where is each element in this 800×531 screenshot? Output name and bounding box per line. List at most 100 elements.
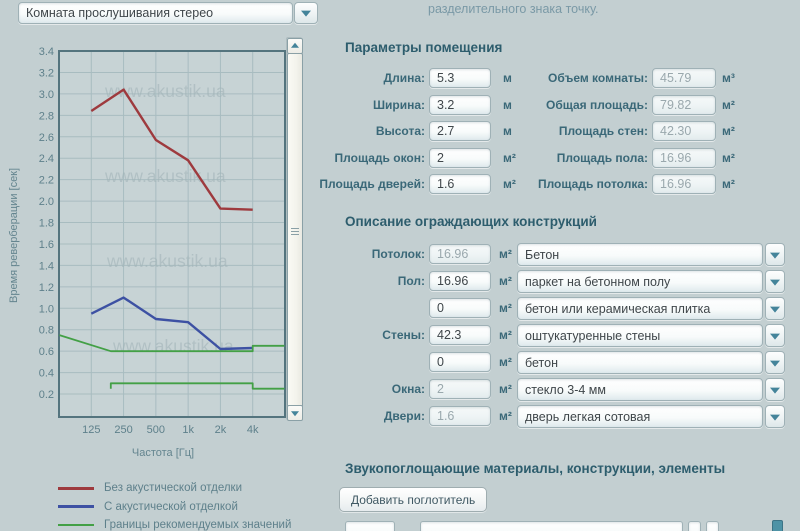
legend-label: Границы рекомендуемых значений	[104, 519, 292, 531]
legend-line-swatch	[58, 524, 94, 527]
chevron-down-icon	[770, 333, 780, 340]
room-preset-value: Комната прослушивания стерео	[26, 6, 214, 20]
floor-area-label: Пол:	[397, 274, 425, 288]
walls-material-arrow-button[interactable]	[765, 324, 785, 347]
floor-area-value: 16.96	[660, 151, 692, 165]
room-volume-input: 45.79	[652, 68, 716, 88]
room-volume-unit: м³	[722, 71, 735, 85]
walls-area-unit: м²	[499, 328, 512, 342]
windows-area-unit: м²	[499, 382, 512, 396]
walls-area-input[interactable]: 42.3	[429, 325, 491, 345]
svg-text:500: 500	[147, 424, 165, 436]
walls-extra-material-arrow-button[interactable]	[765, 351, 785, 374]
ceiling-area-unit: м²	[722, 177, 735, 191]
svg-text:1k: 1k	[182, 424, 194, 436]
svg-text:2.4: 2.4	[39, 153, 54, 165]
walls-material-select[interactable]: оштукатуренные стены	[517, 324, 763, 347]
chevron-down-icon	[770, 360, 780, 367]
ceiling-material-arrow-button[interactable]	[765, 243, 785, 266]
ceiling-area-label: Площадь потолка:	[537, 177, 648, 191]
doors-area-input: 1.6	[429, 406, 491, 426]
scroll-down-button[interactable]	[287, 405, 303, 421]
doors-material-value: дверь легкая сотовая	[525, 409, 651, 424]
svg-text:125: 125	[82, 424, 100, 436]
svg-text:0.6: 0.6	[39, 346, 54, 358]
windows-area-input[interactable]: 2	[429, 148, 491, 168]
walls-extra-material-select[interactable]: бетон	[517, 351, 763, 374]
ceiling-area-label: Потолок:	[371, 247, 425, 261]
walls-material-value: оштукатуренные стены	[525, 328, 661, 343]
windows-area-value: 2	[437, 151, 444, 165]
legend-line-swatch	[58, 505, 94, 509]
doors-area-value: 1.6	[437, 409, 455, 423]
room-preset-arrow-button[interactable]	[294, 2, 318, 24]
svg-text:1.6: 1.6	[39, 239, 54, 251]
length-unit: м	[503, 71, 512, 85]
doors-material-arrow-button[interactable]	[765, 405, 785, 428]
floor-extra-material-value: бетон или керамическая плитка	[525, 301, 711, 316]
height-input[interactable]: 2.7	[429, 121, 491, 141]
svg-text:2.2: 2.2	[39, 175, 54, 187]
chevron-down-icon	[770, 387, 780, 394]
scroll-up-button[interactable]	[287, 38, 303, 54]
walls-area-value: 42.30	[660, 124, 692, 138]
width-input[interactable]: 3.2	[429, 95, 491, 115]
chart-scrollbar[interactable]	[286, 37, 303, 421]
absorber-material-select[interactable]	[420, 521, 683, 531]
svg-text:0.8: 0.8	[39, 325, 54, 337]
walls-extra-area-unit: м²	[499, 355, 512, 369]
doors-material-select[interactable]: дверь легкая сотовая	[517, 405, 763, 428]
y-axis-title: Время реверберации [сек]	[8, 167, 20, 303]
floor-material-arrow-button[interactable]	[765, 270, 785, 293]
ceiling-area-value: 16.96	[660, 177, 692, 191]
room-preset-select[interactable]: Комната прослушивания стерео	[18, 2, 293, 24]
svg-text:3.2: 3.2	[39, 67, 54, 79]
chevron-down-icon	[770, 306, 780, 313]
svg-text:0.4: 0.4	[39, 368, 54, 380]
svg-text:3.4: 3.4	[39, 46, 54, 58]
floor-material-select[interactable]: паркет на бетонном полу	[517, 270, 763, 293]
absorber-list-scrollbar[interactable]	[772, 520, 783, 531]
width-unit: м	[503, 98, 512, 112]
floor-area-label: Площадь пола:	[556, 151, 648, 165]
doors-area-unit: м²	[503, 177, 516, 191]
floor-area-unit: м²	[499, 274, 512, 288]
svg-text:1.4: 1.4	[39, 260, 54, 272]
length-label: Длина:	[383, 71, 425, 85]
x-axis-title: Частота [Гц]	[131, 447, 195, 459]
length-input[interactable]: 5.3	[429, 68, 491, 88]
ceiling-material-select[interactable]: Бетон	[517, 243, 763, 266]
floor-area-input[interactable]: 16.96	[429, 271, 491, 291]
walls-area-input: 42.30	[652, 121, 716, 141]
svg-text:4k: 4k	[247, 424, 259, 436]
floor-extra-area-input[interactable]: 0	[429, 298, 491, 318]
windows-area-value: 2	[437, 382, 444, 396]
svg-text:3.0: 3.0	[39, 89, 54, 101]
total-area-unit: м²	[722, 98, 735, 112]
windows-material-select[interactable]: стекло 3-4 мм	[517, 378, 763, 401]
floor-extra-material-select[interactable]: бетон или керамическая плитка	[517, 297, 763, 320]
section-title-absorbers: Звукопоглощающие материалы, конструкции,…	[345, 461, 726, 476]
width-label: Ширина:	[372, 98, 425, 112]
svg-text:1.0: 1.0	[39, 303, 54, 315]
room-volume-label: Объем комнаты:	[547, 71, 648, 85]
floor-area-value: 16.96	[437, 274, 469, 288]
windows-material-arrow-button[interactable]	[765, 378, 785, 401]
svg-text:250: 250	[114, 424, 132, 436]
legend-line-swatch	[58, 486, 94, 490]
floor-extra-material-arrow-button[interactable]	[765, 297, 785, 320]
absorber-small-button-2[interactable]	[706, 521, 719, 531]
absorber-area-input[interactable]	[345, 521, 395, 531]
doors-area-value: 1.6	[437, 177, 455, 191]
walls-extra-material-value: бетон	[525, 355, 558, 370]
svg-text:2.0: 2.0	[39, 196, 54, 208]
walls-extra-area-input[interactable]: 0	[429, 352, 491, 372]
absorber-small-button-1[interactable]	[688, 521, 701, 531]
add-absorber-button[interactable]: Добавить поглотитель	[339, 487, 488, 512]
reverberation-time-chart: 0.2 0.4 0.6 0.8 1.0 1.2 1.4 1.6 1.8 2.0 2.2 2.4 2.6 2…	[39, 46, 286, 436]
chevron-down-icon	[770, 414, 780, 421]
svg-text:2.6: 2.6	[39, 132, 54, 144]
doors-area-input[interactable]: 1.6	[429, 174, 491, 194]
svg-text:0.2: 0.2	[39, 389, 54, 401]
